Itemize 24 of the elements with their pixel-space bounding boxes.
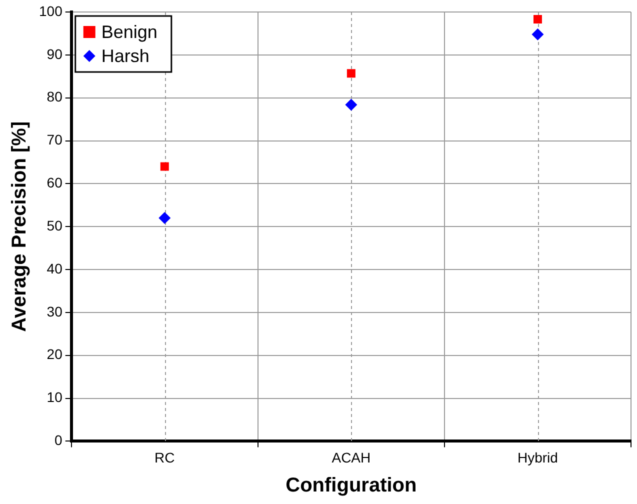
point [533, 15, 542, 24]
y-tick-label: 10 [46, 389, 63, 406]
y-tick-label: 30 [46, 303, 63, 320]
y-tick-label: 60 [46, 174, 63, 191]
y-tick-label: 70 [46, 132, 63, 148]
y-tick-label: 90 [46, 46, 63, 62]
y-axis-title: Average Precision [%] [8, 121, 31, 332]
x-tick-label: Hybrid [517, 449, 558, 466]
y-tick-label: 50 [46, 217, 63, 234]
point [346, 69, 356, 78]
y-tick-label: 40 [46, 260, 63, 276]
point [532, 28, 544, 40]
y-tick-label: 20 [46, 346, 63, 362]
point [345, 98, 358, 111]
x-tick-label: RC [154, 449, 175, 466]
x-tick-label: ACAH [332, 449, 371, 466]
y-tick-label: 80 [46, 88, 63, 105]
y-tick-label: 100 [39, 2, 63, 19]
x-axis-title: Configuration [286, 474, 417, 497]
point [160, 162, 169, 171]
legend-label: Harsh [101, 46, 150, 66]
legend-label: Benign [101, 22, 158, 42]
y-tick-label: 0 [54, 432, 63, 448]
point [158, 212, 171, 224]
